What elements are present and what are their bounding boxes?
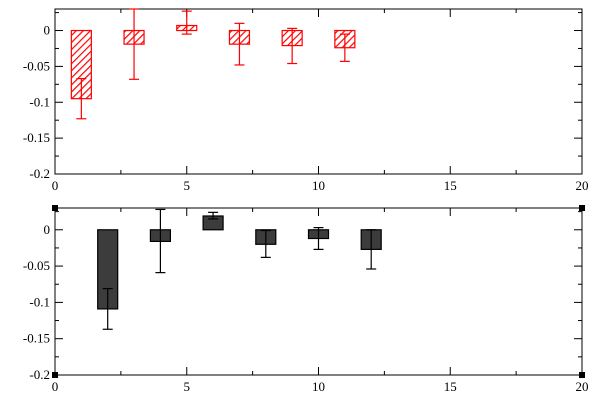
bottom-x-tick-label: 0	[52, 379, 59, 394]
top-y-tick-label: -0.15	[23, 130, 50, 145]
selection-handle	[579, 205, 585, 211]
bottom-y-tick-label: -0.05	[23, 258, 50, 273]
bottom-y-tick-label: -0.2	[29, 367, 50, 382]
bottom-x-tick-label: 5	[184, 379, 191, 394]
top-x-tick-label: 10	[312, 178, 325, 193]
selection-handle	[579, 372, 585, 378]
bottom-x-tick-label: 20	[576, 379, 589, 394]
top-y-tick-label: 0	[44, 23, 51, 38]
top-x-tick-label: 0	[52, 178, 59, 193]
top-x-tick-label: 20	[576, 178, 589, 193]
bottom-panel: 0 5 10 15 20 0 -0.05 -0.1 -0.15 -0.2	[23, 205, 589, 394]
top-y-tick-label: -0.1	[29, 94, 50, 109]
top-y-tick-label: -0.2	[29, 166, 50, 181]
top-panel: 0 5 10 15 20 0 -0.05 -0.1 -0.15 -0.2	[23, 8, 589, 193]
bottom-y-tick-label: -0.1	[29, 294, 50, 309]
bottom-x-tick-label: 15	[444, 379, 457, 394]
top-x-tick-label: 15	[444, 178, 457, 193]
top-x-tick-label: 5	[184, 178, 191, 193]
selection-handle	[52, 205, 58, 211]
bottom-y-tick-label: 0	[44, 222, 51, 237]
bottom-x-tick-label: 10	[312, 379, 325, 394]
selection-handle	[52, 372, 58, 378]
bottom-y-tick-label: -0.15	[23, 331, 50, 346]
top-y-tick-label: -0.05	[23, 58, 50, 73]
